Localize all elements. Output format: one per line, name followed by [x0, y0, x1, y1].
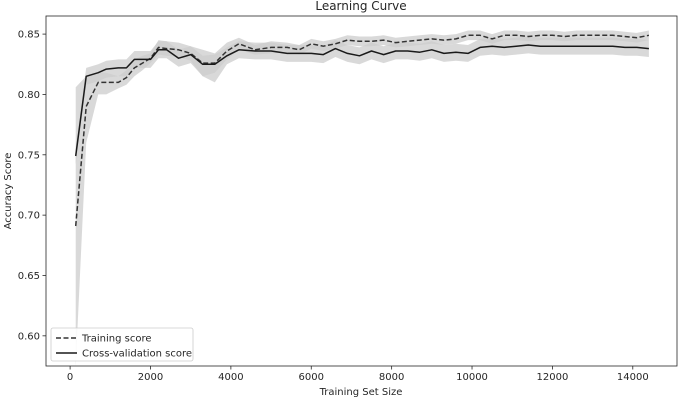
series-lines	[74, 34, 650, 227]
y-tick-label: 0.85	[18, 30, 40, 41]
y-tick-label: 0.75	[18, 150, 40, 161]
legend: Training score Cross-validation score	[50, 327, 194, 362]
y-axis-ticks: 0.60 0.65 0.70 0.75 0.80 0.85	[18, 30, 46, 342]
x-tick-label: 14000	[617, 372, 649, 383]
y-tick-label: 0.80	[18, 90, 40, 101]
x-axis-label: Training Set Size	[319, 387, 403, 398]
x-tick-label: 8000	[379, 372, 404, 383]
legend-label: Training score	[81, 334, 152, 345]
y-tick-label: 0.60	[18, 331, 40, 342]
x-tick-label: 10000	[456, 372, 488, 383]
x-tick-label: 12000	[537, 372, 569, 383]
band-cross-validation	[75, 36, 649, 165]
y-axis-label: Accuracy Score	[3, 153, 14, 230]
legend-label: Cross-validation score	[82, 349, 192, 360]
y-tick-label: 0.70	[18, 211, 40, 222]
legend-frame	[50, 327, 194, 362]
x-tick-label: 0	[67, 372, 73, 383]
x-tick-label: 6000	[299, 372, 324, 383]
score-bands	[75, 30, 649, 366]
training-score-line	[74, 34, 650, 227]
x-tick-label: 4000	[218, 372, 243, 383]
y-tick-label: 0.65	[18, 271, 40, 282]
x-axis-ticks: 0 2000 4000 6000 8000 10000 12000 14000	[67, 366, 649, 383]
chart-title: Learning Curve	[315, 0, 406, 13]
plot-frame	[45, 15, 678, 367]
x-tick-label: 2000	[138, 372, 163, 383]
cross-validation-score-line	[74, 44, 649, 157]
